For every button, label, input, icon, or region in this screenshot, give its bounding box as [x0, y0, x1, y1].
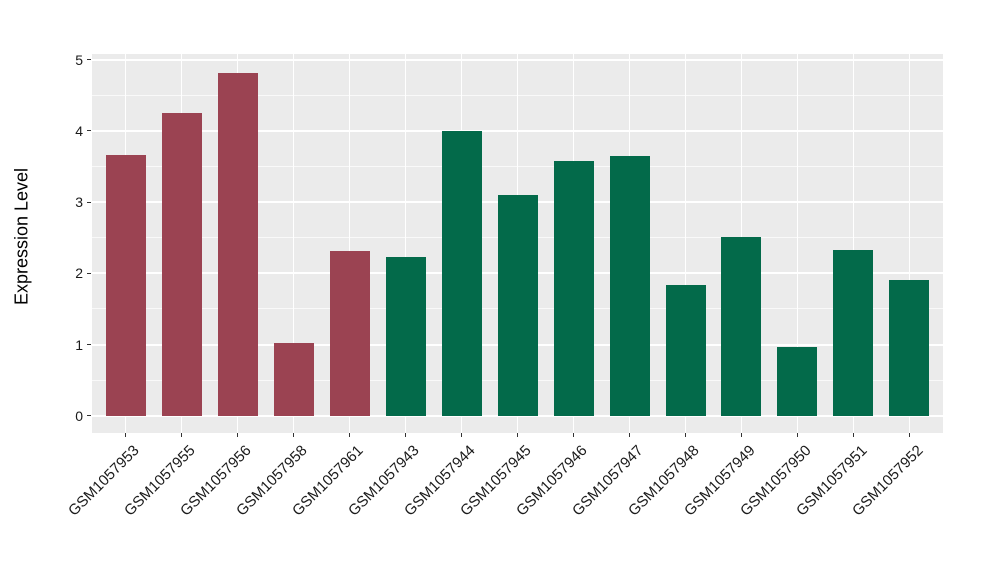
bar — [609, 156, 650, 416]
bar — [833, 249, 874, 416]
x-axis-tick — [125, 433, 127, 437]
y-axis-tick — [87, 415, 91, 417]
v-gridline — [796, 54, 799, 433]
bar — [553, 160, 594, 416]
v-gridline — [908, 54, 911, 433]
v-gridline — [348, 54, 351, 433]
y-tick-label: 2 — [75, 265, 83, 282]
x-axis-tick — [852, 433, 854, 437]
x-axis-tick — [908, 433, 910, 437]
bar — [385, 256, 426, 416]
bar — [497, 194, 538, 416]
y-tick-label: 0 — [75, 407, 83, 424]
y-axis-tick — [87, 344, 91, 345]
x-axis-tick — [740, 433, 742, 437]
x-axis-tick — [573, 433, 574, 437]
v-gridline — [404, 54, 407, 433]
y-axis-tick — [87, 130, 91, 132]
x-axis-tick — [685, 433, 686, 437]
x-axis-tick — [461, 433, 462, 437]
bar — [273, 343, 314, 416]
bar — [777, 346, 818, 416]
x-axis-tick — [796, 433, 798, 437]
bar — [665, 284, 706, 416]
y-axis-tick — [87, 272, 91, 274]
y-tick-label: 1 — [75, 336, 83, 353]
bar — [105, 155, 146, 416]
x-axis-tick — [517, 433, 518, 437]
x-axis-tick — [629, 433, 630, 437]
y-axis-tick — [87, 59, 91, 60]
x-axis-tick — [237, 433, 239, 437]
bar — [161, 112, 202, 416]
v-gridline — [292, 54, 295, 433]
v-gridline — [684, 54, 687, 433]
bar — [721, 236, 762, 416]
x-axis-tick — [405, 433, 406, 437]
y-axis-title: Expression Level — [11, 167, 32, 306]
y-tick-label: 4 — [75, 122, 83, 139]
plot-panel — [92, 54, 943, 433]
bar — [441, 130, 482, 416]
bar — [889, 280, 930, 416]
bar — [217, 73, 258, 416]
x-axis-tick — [349, 433, 350, 437]
x-axis-tick — [293, 433, 295, 437]
x-axis-tick — [181, 433, 183, 437]
y-tick-label: 5 — [75, 51, 83, 68]
bar — [329, 251, 370, 416]
y-tick-label: 3 — [75, 194, 83, 210]
v-gridline — [852, 54, 855, 433]
y-axis-tick — [87, 201, 91, 203]
